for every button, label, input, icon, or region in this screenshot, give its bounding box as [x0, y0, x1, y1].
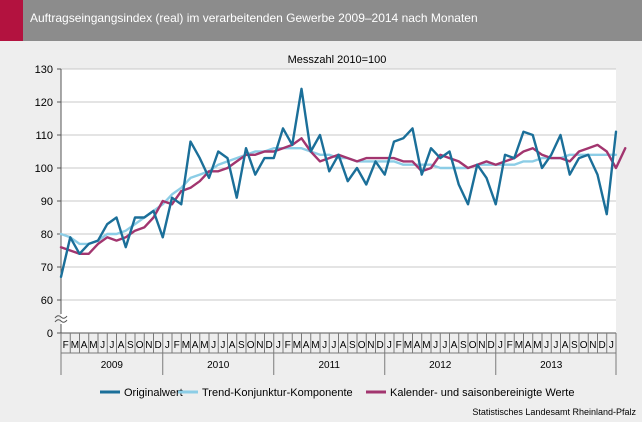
month-label: A	[192, 340, 199, 351]
month-label: F	[63, 340, 69, 351]
chart-title: Auftragseingangsindex (real) im verarbei…	[30, 11, 478, 25]
month-label: J	[276, 340, 281, 351]
y-tick-label: 60	[41, 295, 53, 307]
month-label: J	[322, 340, 327, 351]
legend: Originalwert Trend-Konjunktur-Komponente K…	[100, 387, 574, 399]
month-label: S	[238, 340, 245, 351]
series-lines	[59, 87, 627, 279]
month-label: O	[136, 340, 144, 351]
month-label: O	[580, 340, 588, 351]
month-label: J	[553, 340, 558, 351]
month-label: J	[211, 340, 216, 351]
month-label: D	[377, 340, 384, 351]
month-label: J	[498, 340, 503, 351]
month-label: A	[303, 340, 310, 351]
month-label: M	[182, 340, 190, 351]
month-label: N	[589, 340, 596, 351]
month-label: F	[396, 340, 402, 351]
y-tick-label: 70	[41, 262, 53, 274]
month-label: M	[422, 340, 430, 351]
header-bar: Auftragseingangsindex (real) im verarbei…	[0, 0, 642, 41]
month-label: J	[220, 340, 225, 351]
legend-label: Originalwert	[124, 387, 183, 399]
month-label: O	[358, 340, 366, 351]
month-label: S	[460, 340, 467, 351]
month-label: J	[100, 340, 105, 351]
y-tick-label: 100	[35, 163, 53, 175]
axis-break-mark	[54, 315, 68, 323]
month-label: A	[118, 340, 125, 351]
year-label: 2012	[429, 360, 452, 371]
month-label: J	[433, 340, 438, 351]
month-label: N	[367, 340, 374, 351]
month-label: D	[488, 340, 495, 351]
month-label: M	[533, 340, 541, 351]
year-label: 2009	[101, 360, 124, 371]
month-label: M	[200, 340, 208, 351]
year-label: 2011	[318, 360, 340, 371]
month-label: J	[544, 340, 549, 351]
legend-label: Trend-Konjunktur-Komponente	[202, 387, 353, 399]
month-label: D	[266, 340, 273, 351]
month-label: D	[155, 340, 162, 351]
chart-subtitle: Messzahl 2010=100	[288, 54, 387, 66]
month-label: J	[109, 340, 114, 351]
month-label: F	[285, 340, 291, 351]
month-label: F	[174, 340, 180, 351]
month-label: M	[515, 340, 523, 351]
month-label: S	[349, 340, 356, 351]
month-label: M	[311, 340, 319, 351]
month-label: D	[599, 340, 606, 351]
month-label: J	[387, 340, 392, 351]
month-label: J	[165, 340, 170, 351]
month-label: N	[256, 340, 263, 351]
month-label: A	[340, 340, 347, 351]
header-accent	[0, 0, 23, 41]
month-label: M	[404, 340, 412, 351]
month-label: F	[507, 340, 513, 351]
month-label: N	[478, 340, 485, 351]
y-tick-label: 120	[35, 97, 53, 109]
year-label: 2013	[540, 360, 563, 371]
month-label: A	[229, 340, 236, 351]
year-label: 2010	[207, 360, 230, 371]
month-label: S	[127, 340, 134, 351]
month-label: O	[469, 340, 477, 351]
y-tick-label: 90	[41, 196, 53, 208]
series-line	[59, 87, 618, 279]
month-label: O	[247, 340, 255, 351]
gridlines	[61, 68, 616, 301]
legend-label: Kalender- und saisonbereinigte Werte	[390, 387, 574, 399]
month-label: A	[525, 340, 532, 351]
source-note: Statistisches Landesamt Rheinland-Pfalz	[472, 407, 636, 417]
month-label: A	[414, 340, 421, 351]
month-label: A	[562, 340, 569, 351]
month-label: N	[145, 340, 152, 351]
y-tick-label: 130	[35, 64, 53, 76]
month-label: A	[451, 340, 458, 351]
month-label: J	[609, 340, 614, 351]
month-label: M	[293, 340, 301, 351]
month-label: J	[331, 340, 336, 351]
month-label: M	[71, 340, 79, 351]
y-tick-label: 110	[35, 130, 53, 142]
month-label: S	[571, 340, 578, 351]
month-label: M	[89, 340, 97, 351]
y-tick-label: 80	[41, 229, 53, 241]
y-axis: 130 120 110 100 90 80 70 60 0	[35, 64, 68, 340]
month-label: A	[81, 340, 88, 351]
month-label: J	[442, 340, 447, 351]
y-tick-label: 0	[47, 328, 53, 340]
